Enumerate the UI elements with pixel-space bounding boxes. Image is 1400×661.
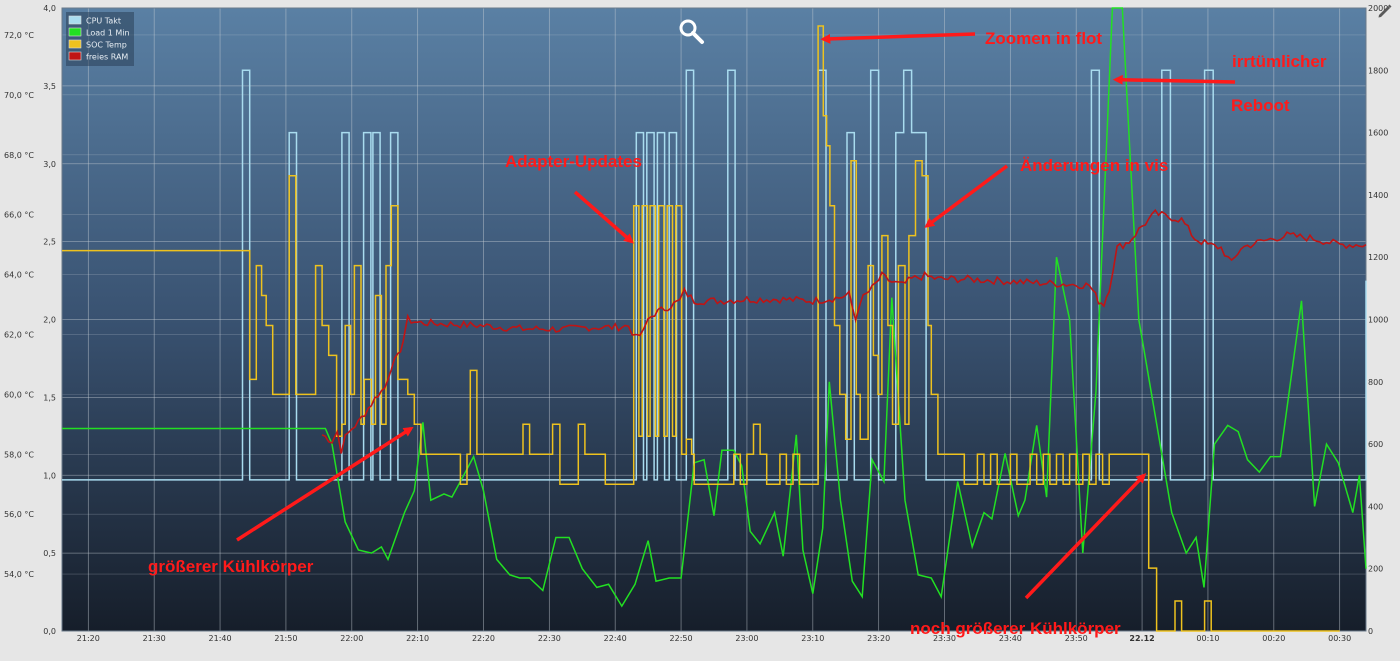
- y-temp-tick-label: 66,0 °C: [4, 211, 34, 220]
- annotation-text: Zoomen in flot: [985, 29, 1102, 48]
- annotation-text: Änderungen in vis: [1020, 156, 1168, 175]
- x-tick-label: 23:30: [933, 634, 956, 643]
- edit-button[interactable]: [1376, 2, 1394, 20]
- annotation-arrow: [924, 164, 1009, 228]
- legend[interactable]: CPU Takt Load 1 Min SOC Temp freies RAM: [66, 12, 134, 66]
- y-left-tick-label: 0,5: [43, 549, 56, 558]
- x-tick-label: 22:40: [604, 634, 627, 643]
- legend-swatch[interactable]: [68, 15, 82, 25]
- annotation-text: Reboot: [1231, 96, 1290, 115]
- x-tick-label: 22:10: [406, 634, 429, 643]
- y-temp-tick-label: 68,0 °C: [4, 151, 34, 160]
- y-left-tick-label: 4,0: [43, 4, 56, 13]
- legend-swatch[interactable]: [68, 27, 82, 37]
- x-tick-label: 00:10: [1196, 634, 1219, 643]
- y-temp-tick-label: 72,0 °C: [4, 31, 34, 40]
- y-right-tick-label: 600: [1368, 440, 1383, 449]
- y-left-tick-label: 3,5: [43, 82, 56, 91]
- y-left-tick-label: 1,5: [43, 393, 56, 402]
- annotation-arrow: [236, 426, 414, 542]
- pencil-icon: [1378, 4, 1392, 18]
- legend-label[interactable]: CPU Takt: [86, 17, 121, 26]
- y-right-tick-label: 1400: [1368, 191, 1388, 200]
- y-left-tick-label: 1,0: [43, 471, 56, 480]
- y-right-tick-label: 0: [1368, 627, 1373, 636]
- series-line-freies-ram[interactable]: [321, 208, 1367, 454]
- annotation-text: größerer Kühlkörper: [148, 557, 314, 576]
- y-right-tick-label: 1600: [1368, 129, 1388, 138]
- legend-swatch[interactable]: [68, 51, 82, 61]
- annotation-arrow: [1024, 473, 1147, 600]
- y-temp-tick-label: 64,0 °C: [4, 271, 34, 280]
- axis-labels: 21:20 21:30 21:40 21:50 22:00 22:10 22:20 22:30…: [4, 4, 1388, 643]
- y-right-tick-label: 200: [1368, 565, 1383, 574]
- x-tick-label: 23:10: [801, 634, 824, 643]
- x-tick-label: 22:30: [538, 634, 561, 643]
- y-left-tick-label: 3,0: [43, 160, 56, 169]
- magnifier-icon: [679, 19, 704, 44]
- x-tick-label: 22:00: [340, 634, 363, 643]
- x-tick-label: 22:50: [670, 634, 693, 643]
- y-left-tick-label: 2,0: [43, 316, 56, 325]
- y-temp-tick-label: 56,0 °C: [4, 510, 34, 519]
- x-tick-label: 23:00: [735, 634, 758, 643]
- x-tick-label: 00:30: [1328, 634, 1351, 643]
- x-tick-label: 21:50: [274, 634, 297, 643]
- legend-label[interactable]: Load 1 Min: [86, 29, 130, 38]
- y-temp-tick-label: 62,0 °C: [4, 330, 34, 339]
- y-temp-tick-label: 58,0 °C: [4, 450, 34, 459]
- y-right-tick-label: 1800: [1368, 66, 1388, 75]
- annotation-text: noch größerer Kühlkörper: [910, 619, 1121, 638]
- x-tick-label: 23:40: [999, 634, 1022, 643]
- legend-swatch[interactable]: [68, 39, 82, 49]
- series-line-cpu-takt[interactable]: [62, 69, 1367, 481]
- x-tick-label: 21:40: [209, 634, 232, 643]
- x-tick-label: 23:50: [1065, 634, 1088, 643]
- series-line-load-1-min[interactable]: [62, 7, 1367, 608]
- x-tick-label: 22:20: [472, 634, 495, 643]
- annotation-arrow: [1112, 74, 1236, 85]
- y-temp-tick-label: 60,0 °C: [4, 390, 34, 399]
- zoom-button[interactable]: [676, 16, 706, 46]
- y-right-tick-label: 1000: [1368, 316, 1388, 325]
- series-line-soc-temp[interactable]: [62, 25, 1340, 632]
- x-tick-label: 23:20: [867, 634, 890, 643]
- y-left-tick-label: 2,5: [43, 238, 56, 247]
- annotation-arrow: [573, 190, 634, 244]
- annotation-text: Adapter-Updates: [505, 152, 642, 171]
- series-layer: [62, 7, 1367, 632]
- annotations: Zoomen in flot irrtümlicher Reboot Adapter-…: [148, 29, 1327, 638]
- y-right-tick-label: 2000: [1368, 4, 1388, 13]
- y-right-tick-label: 1200: [1368, 253, 1388, 262]
- y-temp-tick-label: 70,0 °C: [4, 91, 34, 100]
- x-tick-label: 00:20: [1262, 634, 1285, 643]
- legend-label[interactable]: freies RAM: [86, 53, 128, 62]
- x-tick-label: 22.12: [1129, 634, 1154, 643]
- y-right-tick-label: 400: [1368, 502, 1383, 511]
- y-right-tick-label: 800: [1368, 378, 1383, 387]
- x-tick-label: 21:20: [77, 634, 100, 643]
- annotation-arrow: [820, 32, 976, 44]
- x-tick-label: 21:30: [143, 634, 166, 643]
- annotation-text: irrtümlicher: [1232, 52, 1327, 71]
- legend-label[interactable]: SOC Temp: [86, 41, 127, 50]
- y-left-tick-label: 0,0: [43, 627, 56, 636]
- y-temp-tick-label: 54,0 °C: [4, 570, 34, 579]
